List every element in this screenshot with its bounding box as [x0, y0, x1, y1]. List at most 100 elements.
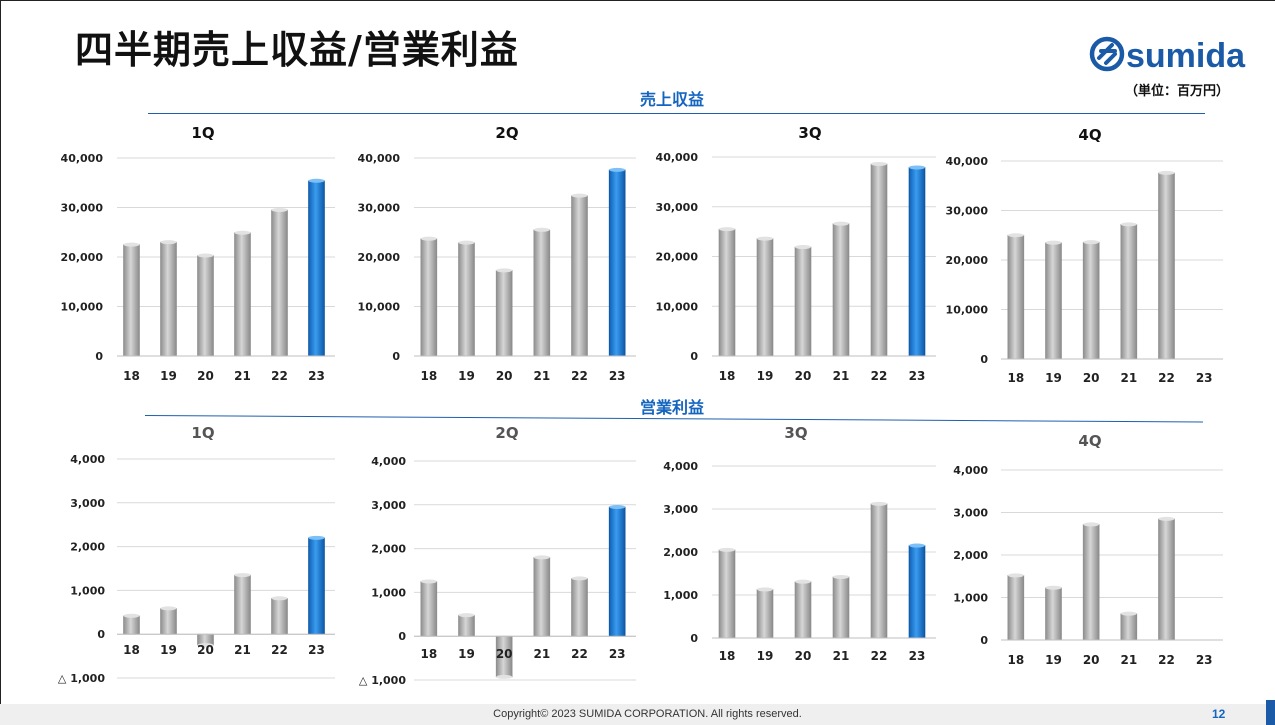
bar — [1082, 524, 1100, 641]
bar — [718, 549, 736, 639]
bar-cap — [1045, 585, 1062, 590]
bar-cap — [1007, 573, 1024, 578]
bar-cap — [458, 240, 475, 245]
bar — [1007, 234, 1025, 360]
x-tick-label: 21 — [833, 649, 850, 663]
y-tick-label: 10,000 — [946, 304, 989, 317]
bar-cap — [909, 165, 925, 170]
x-tick-label: 18 — [719, 369, 736, 383]
bar-cap — [571, 576, 588, 581]
chart-title: 4Q — [1078, 432, 1101, 450]
y-tick-label: 1,000 — [371, 586, 406, 599]
footer-bar: Copyright© 2023 SUMIDA CORPORATION. All … — [0, 704, 1275, 725]
y-tick-label: 2,000 — [663, 546, 698, 559]
chart-title: 4Q — [1078, 126, 1101, 144]
y-tick-label: 4,000 — [70, 453, 105, 466]
bar — [160, 241, 177, 357]
x-tick-label: 23 — [1196, 653, 1213, 667]
bar — [832, 576, 850, 639]
x-tick-label: 20 — [496, 369, 513, 383]
x-tick-label: 21 — [533, 647, 550, 661]
x-tick-label: 22 — [271, 643, 288, 657]
y-tick-label: 20,000 — [61, 251, 104, 264]
bar — [1007, 575, 1025, 641]
y-tick-label: 1,000 — [663, 589, 698, 602]
bar — [1120, 613, 1138, 641]
bar — [870, 163, 888, 357]
bar-cap — [795, 579, 811, 584]
bar — [1120, 224, 1138, 360]
bar-cap — [795, 245, 811, 250]
y-tick-label: 30,000 — [358, 202, 401, 215]
chart-title: 1Q — [191, 424, 214, 442]
x-tick-label: 19 — [458, 369, 475, 383]
x-tick-label: 21 — [234, 643, 251, 657]
bar-cap — [160, 240, 177, 245]
bar-cap — [1120, 611, 1137, 616]
y-tick-label: 40,000 — [946, 155, 989, 168]
y-tick-label: 40,000 — [61, 152, 104, 165]
page-title: 四半期売上収益/営業利益 — [75, 28, 519, 72]
bar — [794, 581, 812, 639]
bar-cap — [234, 230, 251, 235]
bar — [308, 180, 325, 357]
x-tick-label: 19 — [160, 369, 177, 383]
x-tick-label: 18 — [1007, 653, 1024, 667]
x-tick-label: 22 — [871, 649, 888, 663]
bar — [571, 195, 588, 357]
bar-cap — [271, 207, 288, 212]
bar — [458, 614, 475, 637]
bar — [308, 537, 325, 635]
x-tick-label: 19 — [458, 647, 475, 661]
x-tick-label: 20 — [496, 647, 513, 661]
x-tick-label: 23 — [1196, 371, 1213, 385]
x-tick-label: 19 — [757, 369, 774, 383]
revenue-chart-1q: 1Q 0 10,000 20,000 30,000 40,000 18 19 20 21 22 23 — [61, 124, 335, 383]
op-chart-4q: 4Q 0 1,000 2,000 3,000 4,000 18 19 20 21 22 23 — [953, 432, 1223, 667]
x-tick-label: 22 — [271, 369, 288, 383]
y-tick-label: 30,000 — [61, 202, 104, 215]
bar — [533, 229, 551, 357]
bar — [533, 557, 551, 637]
bar-cap — [160, 606, 177, 611]
y-tick-label: 0 — [980, 353, 988, 366]
x-tick-label: 20 — [795, 649, 812, 663]
bar — [908, 167, 926, 357]
y-tick-label: 2,000 — [70, 541, 105, 554]
bar — [1082, 241, 1100, 360]
revenue-section-title: 売上収益 — [639, 90, 705, 109]
y-tick-label: 10,000 — [358, 301, 401, 314]
y-tick-label: 0 — [690, 632, 698, 645]
bar — [756, 238, 774, 357]
y-tick-label: 10,000 — [656, 300, 699, 313]
bar-cap — [1158, 516, 1175, 521]
bar — [1158, 172, 1175, 360]
x-tick-label: 21 — [1120, 653, 1137, 667]
y-tick-label: 10,000 — [61, 301, 104, 314]
bar-cap — [197, 643, 214, 648]
bar-cap — [1045, 240, 1062, 245]
bar — [123, 244, 140, 357]
x-tick-label: 23 — [308, 643, 325, 657]
bar — [608, 169, 626, 357]
y-tick-label: 4,000 — [953, 464, 988, 477]
bar-cap — [1083, 240, 1100, 245]
bar-cap — [458, 613, 475, 618]
x-tick-label: 18 — [420, 647, 437, 661]
revenue-chart-2q: 2Q 0 10,000 20,000 30,000 40,000 18 19 20 21 22 23 — [358, 124, 636, 383]
y-tick-label: 40,000 — [656, 151, 699, 164]
x-tick-label: 19 — [1045, 653, 1062, 667]
bar-cap — [609, 167, 626, 172]
bar — [1045, 242, 1062, 360]
x-tick-label: 19 — [1045, 371, 1062, 385]
bar-cap — [833, 221, 849, 226]
revenue-chart-4q: 4Q 0 10,000 20,000 30,000 40,000 18 19 20 21 22 23 — [946, 126, 1223, 385]
bar — [234, 574, 251, 635]
copyright-text: Copyright© 2023 SUMIDA CORPORATION. All … — [493, 708, 802, 720]
bar — [123, 615, 140, 635]
x-tick-label: 22 — [871, 369, 888, 383]
bar — [458, 242, 475, 357]
y-tick-label: 20,000 — [946, 254, 989, 267]
bar — [1045, 587, 1062, 641]
op-chart-3q: 3Q 0 1,000 2,000 3,000 4,000 18 19 20 21 22 23 — [663, 424, 936, 663]
